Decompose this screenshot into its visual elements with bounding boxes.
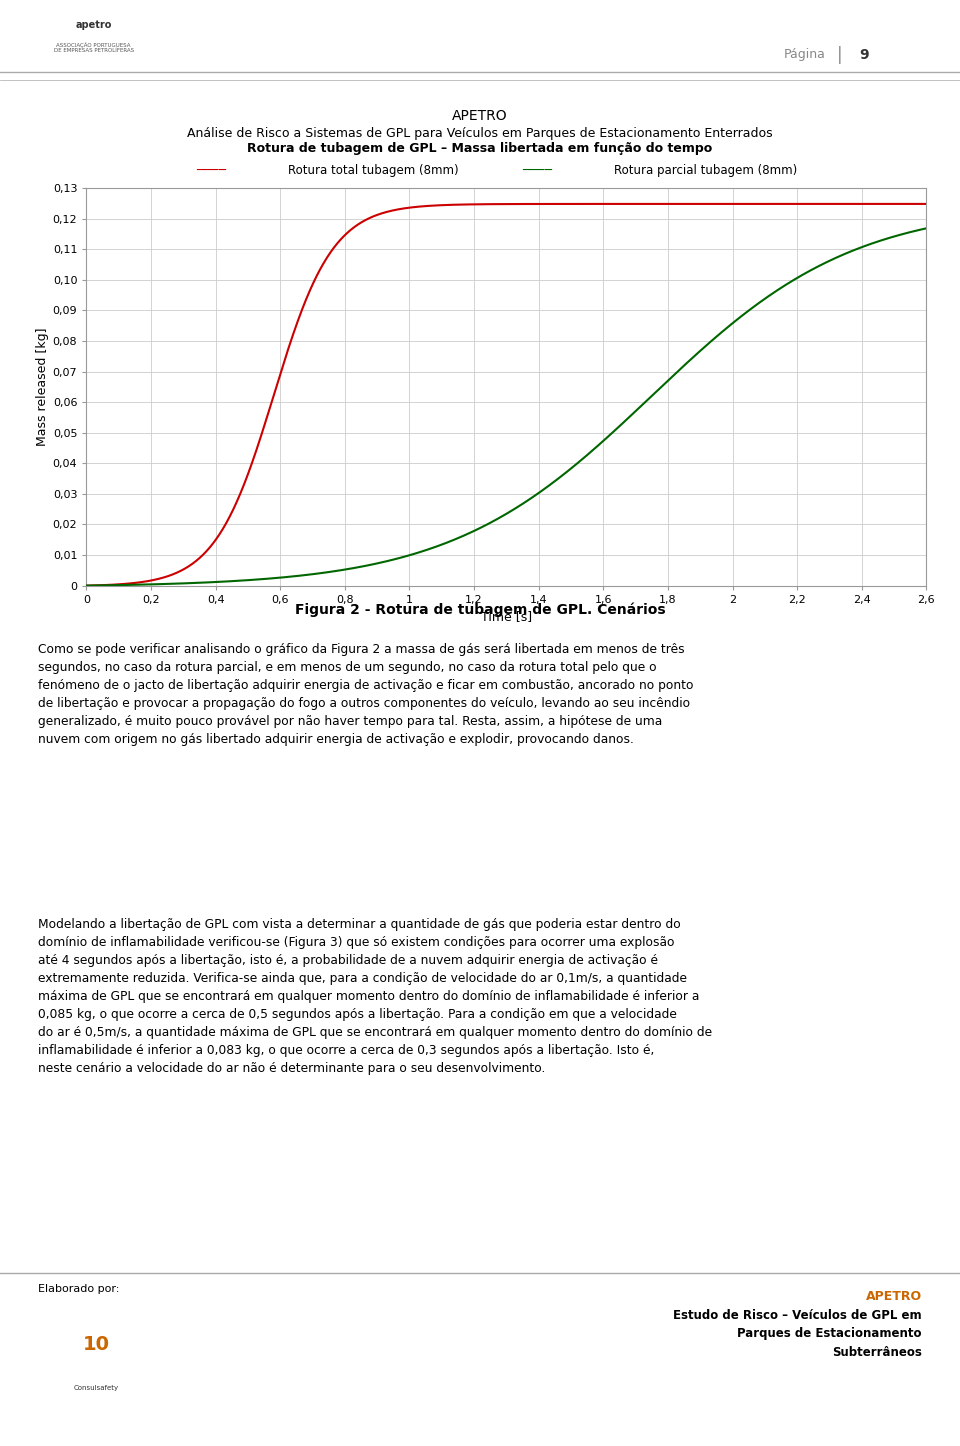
Text: Figura 2 - Rotura de tubagem de GPL. Cenários: Figura 2 - Rotura de tubagem de GPL. Cen… <box>295 603 665 617</box>
X-axis label: Time [s]: Time [s] <box>481 610 532 623</box>
Text: 10: 10 <box>83 1335 109 1355</box>
Text: Análise de Risco a Sistemas de GPL para Veículos em Parques de Estacionamento En: Análise de Risco a Sistemas de GPL para … <box>187 127 773 139</box>
Text: APETRO: APETRO <box>452 108 508 123</box>
Text: Elaborado por:: Elaborado por: <box>38 1284 120 1294</box>
Text: Rotura parcial tubagem (8mm): Rotura parcial tubagem (8mm) <box>614 165 798 176</box>
Text: Rotura de tubagem de GPL – Massa libertada em função do tempo: Rotura de tubagem de GPL – Massa liberta… <box>248 143 712 155</box>
Text: ────: ──── <box>522 165 553 176</box>
Text: Como se pode verificar analisando o gráfico da Figura 2 a massa de gás será libe: Como se pode verificar analisando o gráf… <box>38 643 694 746</box>
Text: APETRO: APETRO <box>866 1290 922 1303</box>
Text: 9: 9 <box>859 48 869 62</box>
Text: Parques de Estacionamento: Parques de Estacionamento <box>737 1327 922 1340</box>
Text: Subterrâneos: Subterrâneos <box>831 1346 922 1359</box>
Text: |: | <box>837 46 843 64</box>
Text: Consulsafety: Consulsafety <box>73 1385 119 1391</box>
Text: Rotura total tubagem (8mm): Rotura total tubagem (8mm) <box>288 165 459 176</box>
Text: Página: Página <box>783 49 826 61</box>
Text: ────: ──── <box>196 165 227 176</box>
Text: apetro: apetro <box>76 20 111 29</box>
Y-axis label: Mass released [kg]: Mass released [kg] <box>36 328 49 445</box>
Text: ASSOCIAÇÃO PORTUGUESA
DE EMPRESAS PETROLÍFERAS: ASSOCIAÇÃO PORTUGUESA DE EMPRESAS PETROL… <box>54 42 133 54</box>
Text: Estudo de Risco – Veículos de GPL em: Estudo de Risco – Veículos de GPL em <box>673 1309 922 1322</box>
Text: Modelando a libertação de GPL com vista a determinar a quantidade de gás que pod: Modelando a libertação de GPL com vista … <box>38 918 712 1076</box>
